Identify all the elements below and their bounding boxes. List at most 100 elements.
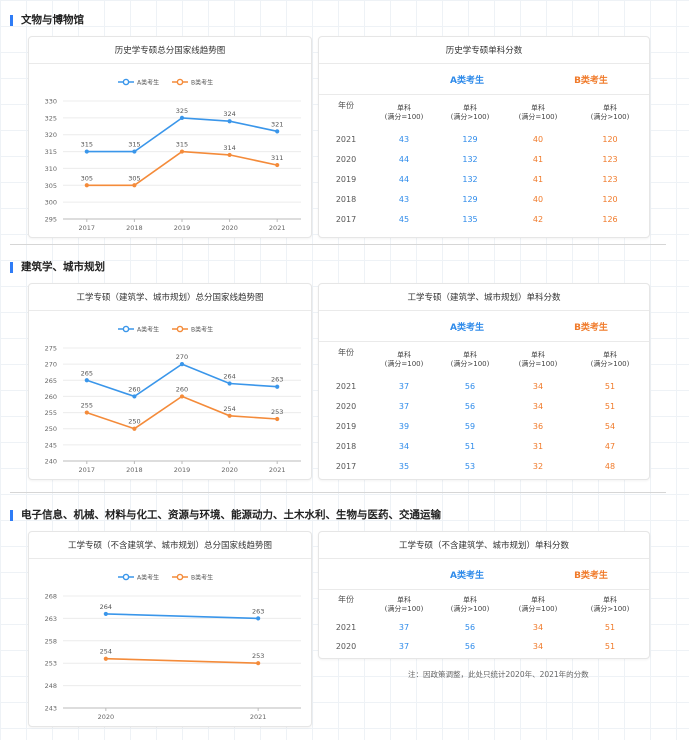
- data-label: 264: [223, 373, 235, 381]
- y-tick-label: 258: [45, 637, 57, 645]
- header-b-over100: 单科 (满分>100): [590, 596, 630, 613]
- group-a-label: A类考生: [450, 76, 484, 86]
- cell: 39: [398, 421, 410, 431]
- y-tick-label: 250: [45, 425, 57, 433]
- data-point: [84, 410, 89, 415]
- x-tick-label: 2017: [79, 224, 96, 232]
- cell: 42: [532, 214, 544, 224]
- cell: 41: [532, 174, 544, 184]
- cell-year: 2021: [335, 134, 357, 144]
- y-tick-label: 260: [45, 393, 57, 401]
- header-b-100: 单科 (满分=100): [518, 596, 558, 613]
- cell: 56: [464, 401, 476, 411]
- x-tick-label: 2018: [126, 224, 143, 232]
- cell: 44: [398, 154, 410, 164]
- table-row: 2020 37 56 34 51: [319, 637, 649, 656]
- legend-label: A类考生: [137, 326, 159, 334]
- y-tick-label: 248: [45, 682, 57, 690]
- y-tick-label: 305: [45, 182, 57, 190]
- data-point: [275, 129, 280, 134]
- y-tick-label: 330: [45, 98, 57, 106]
- data-point: [275, 384, 280, 389]
- section-divider: [10, 492, 666, 493]
- cell: 129: [462, 134, 478, 144]
- y-tick-label: 325: [45, 114, 57, 122]
- legend-marker: [122, 325, 130, 333]
- table-row: 2021 37 56 34 51: [319, 376, 649, 396]
- data-label: 253: [271, 408, 283, 416]
- data-point: [132, 149, 137, 154]
- data-label: 264: [100, 603, 112, 611]
- legend-label: B类考生: [191, 79, 213, 87]
- data-label: 315: [128, 141, 140, 149]
- table-row: 2021 37 56 34 51: [319, 618, 649, 637]
- data-label: 254: [100, 648, 112, 656]
- data-label: 315: [81, 141, 93, 149]
- score-table: 年份 单科 (满分=100) 单科 (满分>100) 单科 (满分=100) 单科 (满…: [319, 592, 649, 656]
- table-panel: 历史学专硕单科分数 A类考生 B类考生 年份 单科 (满分=100) 单科 (满分>…: [318, 36, 650, 238]
- data-label: 265: [81, 369, 93, 377]
- data-point: [103, 656, 108, 661]
- score-table: 年份 单科 (满分=100) 单科 (满分>100) 单科 (满分=100) 单科 (满…: [319, 97, 649, 229]
- header-a-100: 单科 (满分=100): [384, 351, 424, 368]
- table-row: 2019 44 132 41 123: [319, 169, 649, 189]
- cell: 40: [532, 134, 544, 144]
- cell: 43: [398, 194, 410, 204]
- x-tick-label: 2019: [174, 466, 191, 474]
- data-point: [132, 394, 137, 399]
- data-label: 270: [176, 353, 188, 361]
- cell: 43: [398, 134, 410, 144]
- cell-year: 2018: [335, 194, 357, 204]
- header-b-100: 单科 (满分=100): [518, 104, 558, 121]
- data-label: 311: [271, 154, 283, 162]
- line-chart: A类考生 B类考生 240 245 250 255 260 265 270 275 2017 2018…: [45, 325, 301, 474]
- cell: 48: [604, 461, 616, 471]
- cell-year: 2020: [335, 642, 357, 651]
- legend-label: A类考生: [137, 79, 159, 87]
- section-1: 文物与博物馆 历史学专硕总分国家线趋势图 A类考生 B类考生 295 300 305 31…: [10, 12, 666, 242]
- data-label: 263: [252, 607, 264, 615]
- x-tick-label: 2021: [269, 466, 286, 474]
- cell: 31: [532, 441, 544, 451]
- section-heading: 建筑学、城市规划: [10, 259, 105, 275]
- legend-label: B类考生: [191, 574, 213, 582]
- cell-year: 2017: [335, 461, 357, 471]
- data-label: 325: [176, 107, 188, 115]
- x-tick-label: 2017: [79, 466, 96, 474]
- cell-year: 2021: [335, 381, 357, 391]
- data-point: [275, 416, 280, 422]
- cell-year: 2018: [335, 441, 357, 451]
- y-tick-label: 240: [45, 458, 57, 466]
- cell-year: 2020: [335, 401, 357, 411]
- table-row: 2020 37 56 34 51: [319, 396, 649, 416]
- data-point: [179, 362, 185, 367]
- data-point: [84, 183, 89, 188]
- data-point: [256, 616, 261, 621]
- chart-title: 历史学专硕总分国家线趋势图: [114, 46, 226, 56]
- cell: 59: [464, 421, 476, 431]
- data-label: 253: [252, 652, 264, 660]
- chart-title: 工学专硕（不含建筑学、城市规划）总分国家线趋势图: [67, 541, 272, 551]
- data-point: [256, 661, 261, 666]
- cell: 34: [532, 401, 544, 411]
- cell: 51: [604, 623, 616, 632]
- cell: 126: [602, 214, 618, 224]
- data-point: [132, 183, 137, 188]
- data-label: 315: [176, 141, 188, 149]
- table-row: 2018 34 51 31 47: [319, 436, 649, 456]
- y-tick-label: 300: [45, 199, 57, 207]
- header-year: 年份: [338, 101, 354, 110]
- cell: 56: [464, 381, 476, 391]
- data-point: [227, 119, 232, 124]
- data-point: [179, 115, 185, 120]
- section-2: 建筑学、城市规划 工学专硕（建筑学、城市规划）总分国家线趋势图 A类考生 B类考生…: [10, 259, 666, 484]
- cell: 51: [464, 441, 476, 451]
- data-label: 314: [223, 144, 235, 152]
- cell: 123: [602, 154, 618, 164]
- series-line: [105, 613, 259, 620]
- table-row: 2019 39 59 36 54: [319, 416, 649, 436]
- table-row: 2020 44 132 41 123: [319, 149, 649, 169]
- cell: 37: [398, 642, 410, 651]
- header-year: 年份: [338, 348, 354, 357]
- line-chart: A类考生 B类考生 295 300 305 310 315 320 325 330 2017 2018…: [45, 79, 301, 232]
